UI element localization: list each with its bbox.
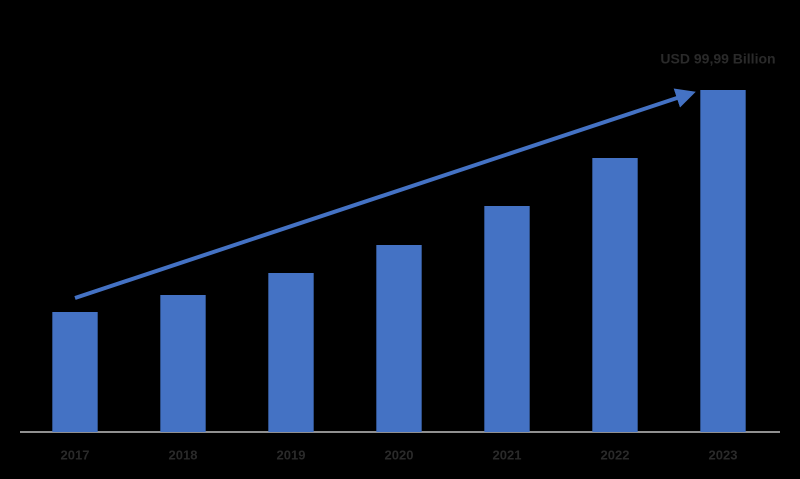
x-tick-label: 2023 [709, 447, 738, 462]
bar [268, 273, 314, 432]
bar [592, 158, 638, 432]
bar [376, 245, 422, 432]
annotation: USD 99,99 Billion [660, 51, 775, 67]
x-tick-label: 2019 [277, 447, 306, 462]
x-tick-label: 2017 [61, 447, 90, 462]
bar [52, 312, 98, 432]
bar [700, 90, 746, 432]
bar [484, 206, 530, 432]
x-tick-label: 2020 [385, 447, 414, 462]
x-tick-label: 2018 [169, 447, 198, 462]
x-tick-label: 2021 [493, 447, 522, 462]
trend-arrow [74, 88, 696, 300]
bar [160, 295, 206, 432]
x-tick-label: 2022 [601, 447, 630, 462]
